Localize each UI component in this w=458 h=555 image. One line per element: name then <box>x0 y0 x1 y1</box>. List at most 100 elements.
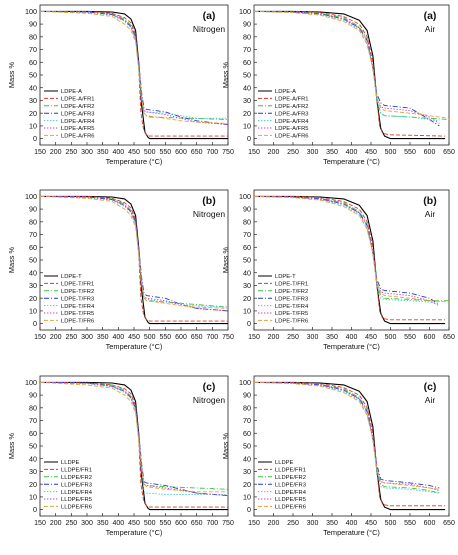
legend-entry: LDPE-A/FR2 <box>275 104 309 110</box>
y-tick-label: 100 <box>25 7 37 16</box>
x-axis-label: Temperature (°C) <box>106 157 163 166</box>
x-tick-label: 300 <box>81 520 93 527</box>
x-tick-label: 250 <box>65 334 77 341</box>
legend-entry: LDPE-A/FR1 <box>61 97 95 103</box>
legend-entry: LDPE-T/FR5 <box>61 311 94 317</box>
y-tick-label: 80 <box>29 32 37 41</box>
y-tick-label: 90 <box>29 20 37 29</box>
legend-entry: LLDPE/FR2 <box>61 475 92 481</box>
y-tick-label: 100 <box>239 378 251 387</box>
y-tick-label: 80 <box>29 217 37 226</box>
x-tick-label: 400 <box>112 334 124 341</box>
x-tick-label: 350 <box>97 149 109 156</box>
y-tick-label: 40 <box>243 454 251 463</box>
series-line <box>254 381 440 494</box>
y-tick-label: 60 <box>243 429 251 438</box>
y-tick-label: 50 <box>243 256 251 265</box>
y-tick-label: 100 <box>25 378 37 387</box>
y-tick-label: 30 <box>243 96 251 105</box>
x-tick-label: 550 <box>404 520 416 527</box>
legend-entry: LLDPE/FR1 <box>275 468 306 474</box>
y-tick-label: 70 <box>29 230 37 239</box>
legend-entry: LDPE-T/FR1 <box>61 282 94 288</box>
legend-entry: LLDPE <box>61 460 80 466</box>
x-tick-label: 550 <box>404 149 416 156</box>
y-tick-label: 50 <box>243 442 251 451</box>
x-tick-label: 700 <box>206 334 218 341</box>
x-tick-label: 450 <box>128 334 140 341</box>
y-axis-label: Mass % <box>7 432 16 459</box>
y-tick-label: 70 <box>29 45 37 54</box>
y-tick-label: 30 <box>29 281 37 290</box>
legend-entry: LLDPE/FR5 <box>61 497 92 503</box>
series-line <box>254 381 440 490</box>
x-tick-label: 450 <box>128 520 140 527</box>
legend-entry: LDPE-T/FR4 <box>275 304 309 310</box>
series-group <box>254 381 446 511</box>
x-tick-label: 550 <box>404 334 416 341</box>
x-tick-label: 350 <box>326 520 338 527</box>
x-tick-label: 400 <box>112 149 124 156</box>
y-tick-label: 20 <box>243 294 251 303</box>
legend-entry: LLDPE <box>275 460 294 466</box>
x-tick-label: 300 <box>81 334 93 341</box>
series-line <box>40 10 228 140</box>
x-tick-label: 550 <box>159 149 171 156</box>
series-line <box>254 195 446 321</box>
y-tick-label: 40 <box>243 268 251 277</box>
series-line <box>254 10 446 137</box>
legend-entry: LLDPE/FR4 <box>275 490 307 496</box>
legend-entry: LLDPE/FR4 <box>61 490 93 496</box>
legend-entry: LDPE-T/FR1 <box>275 282 308 288</box>
y-tick-label: 60 <box>243 243 251 252</box>
x-axis-label: Temperature (°C) <box>323 528 380 537</box>
x-tick-label: 150 <box>248 520 260 527</box>
y-tick-label: 0 <box>33 134 37 143</box>
series-line <box>40 195 228 312</box>
y-tick-label: 20 <box>29 109 37 118</box>
y-axis-label: Mass % <box>221 432 230 459</box>
x-tick-label: 600 <box>424 520 436 527</box>
x-tick-label: 250 <box>65 520 77 527</box>
x-tick-label: 350 <box>97 520 109 527</box>
y-axis-label: Mass % <box>7 246 16 273</box>
series-line <box>254 195 440 304</box>
x-tick-label: 750 <box>222 149 234 156</box>
x-tick-label: 250 <box>287 149 299 156</box>
atmosphere-label: Air <box>425 209 436 219</box>
x-tick-label: 500 <box>385 149 397 156</box>
y-tick-label: 50 <box>29 71 37 80</box>
x-tick-label: 500 <box>385 520 397 527</box>
y-tick-label: 80 <box>243 217 251 226</box>
legend-entry: LLDPE/FR6 <box>275 505 306 511</box>
y-tick-label: 40 <box>29 83 37 92</box>
y-tick-label: 30 <box>29 96 37 105</box>
x-tick-label: 200 <box>50 520 62 527</box>
series-line <box>40 381 228 511</box>
legend-entry: LDPE-T/FR6 <box>275 319 308 325</box>
y-tick-label: 0 <box>33 505 37 514</box>
x-axis-label: Temperature (°C) <box>106 342 163 351</box>
series-line <box>254 10 446 140</box>
x-tick-label: 500 <box>144 520 156 527</box>
x-tick-label: 550 <box>159 334 171 341</box>
legend-entry: LDPE-A/FR5 <box>275 126 309 132</box>
legend-entry: LDPE-A <box>275 89 296 95</box>
y-tick-label: 90 <box>243 20 251 29</box>
legend-entry: LDPE-T/FR2 <box>61 289 94 295</box>
x-tick-label: 450 <box>365 520 377 527</box>
y-tick-label: 0 <box>33 319 37 328</box>
x-tick-label: 150 <box>248 149 260 156</box>
series-line <box>40 381 228 493</box>
x-tick-label: 650 <box>443 334 455 341</box>
x-tick-label: 650 <box>443 149 455 156</box>
y-tick-label: 40 <box>29 454 37 463</box>
x-tick-label: 350 <box>97 334 109 341</box>
panel-label: (c) <box>203 381 216 393</box>
x-tick-label: 600 <box>175 334 187 341</box>
legend-entry: LDPE-T/FR4 <box>61 304 95 310</box>
